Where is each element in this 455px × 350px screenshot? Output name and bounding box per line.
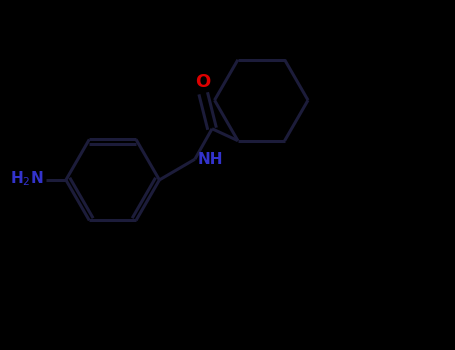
Text: NH: NH: [197, 152, 223, 167]
Text: H$_2$N: H$_2$N: [10, 170, 44, 188]
Text: O: O: [196, 74, 211, 91]
